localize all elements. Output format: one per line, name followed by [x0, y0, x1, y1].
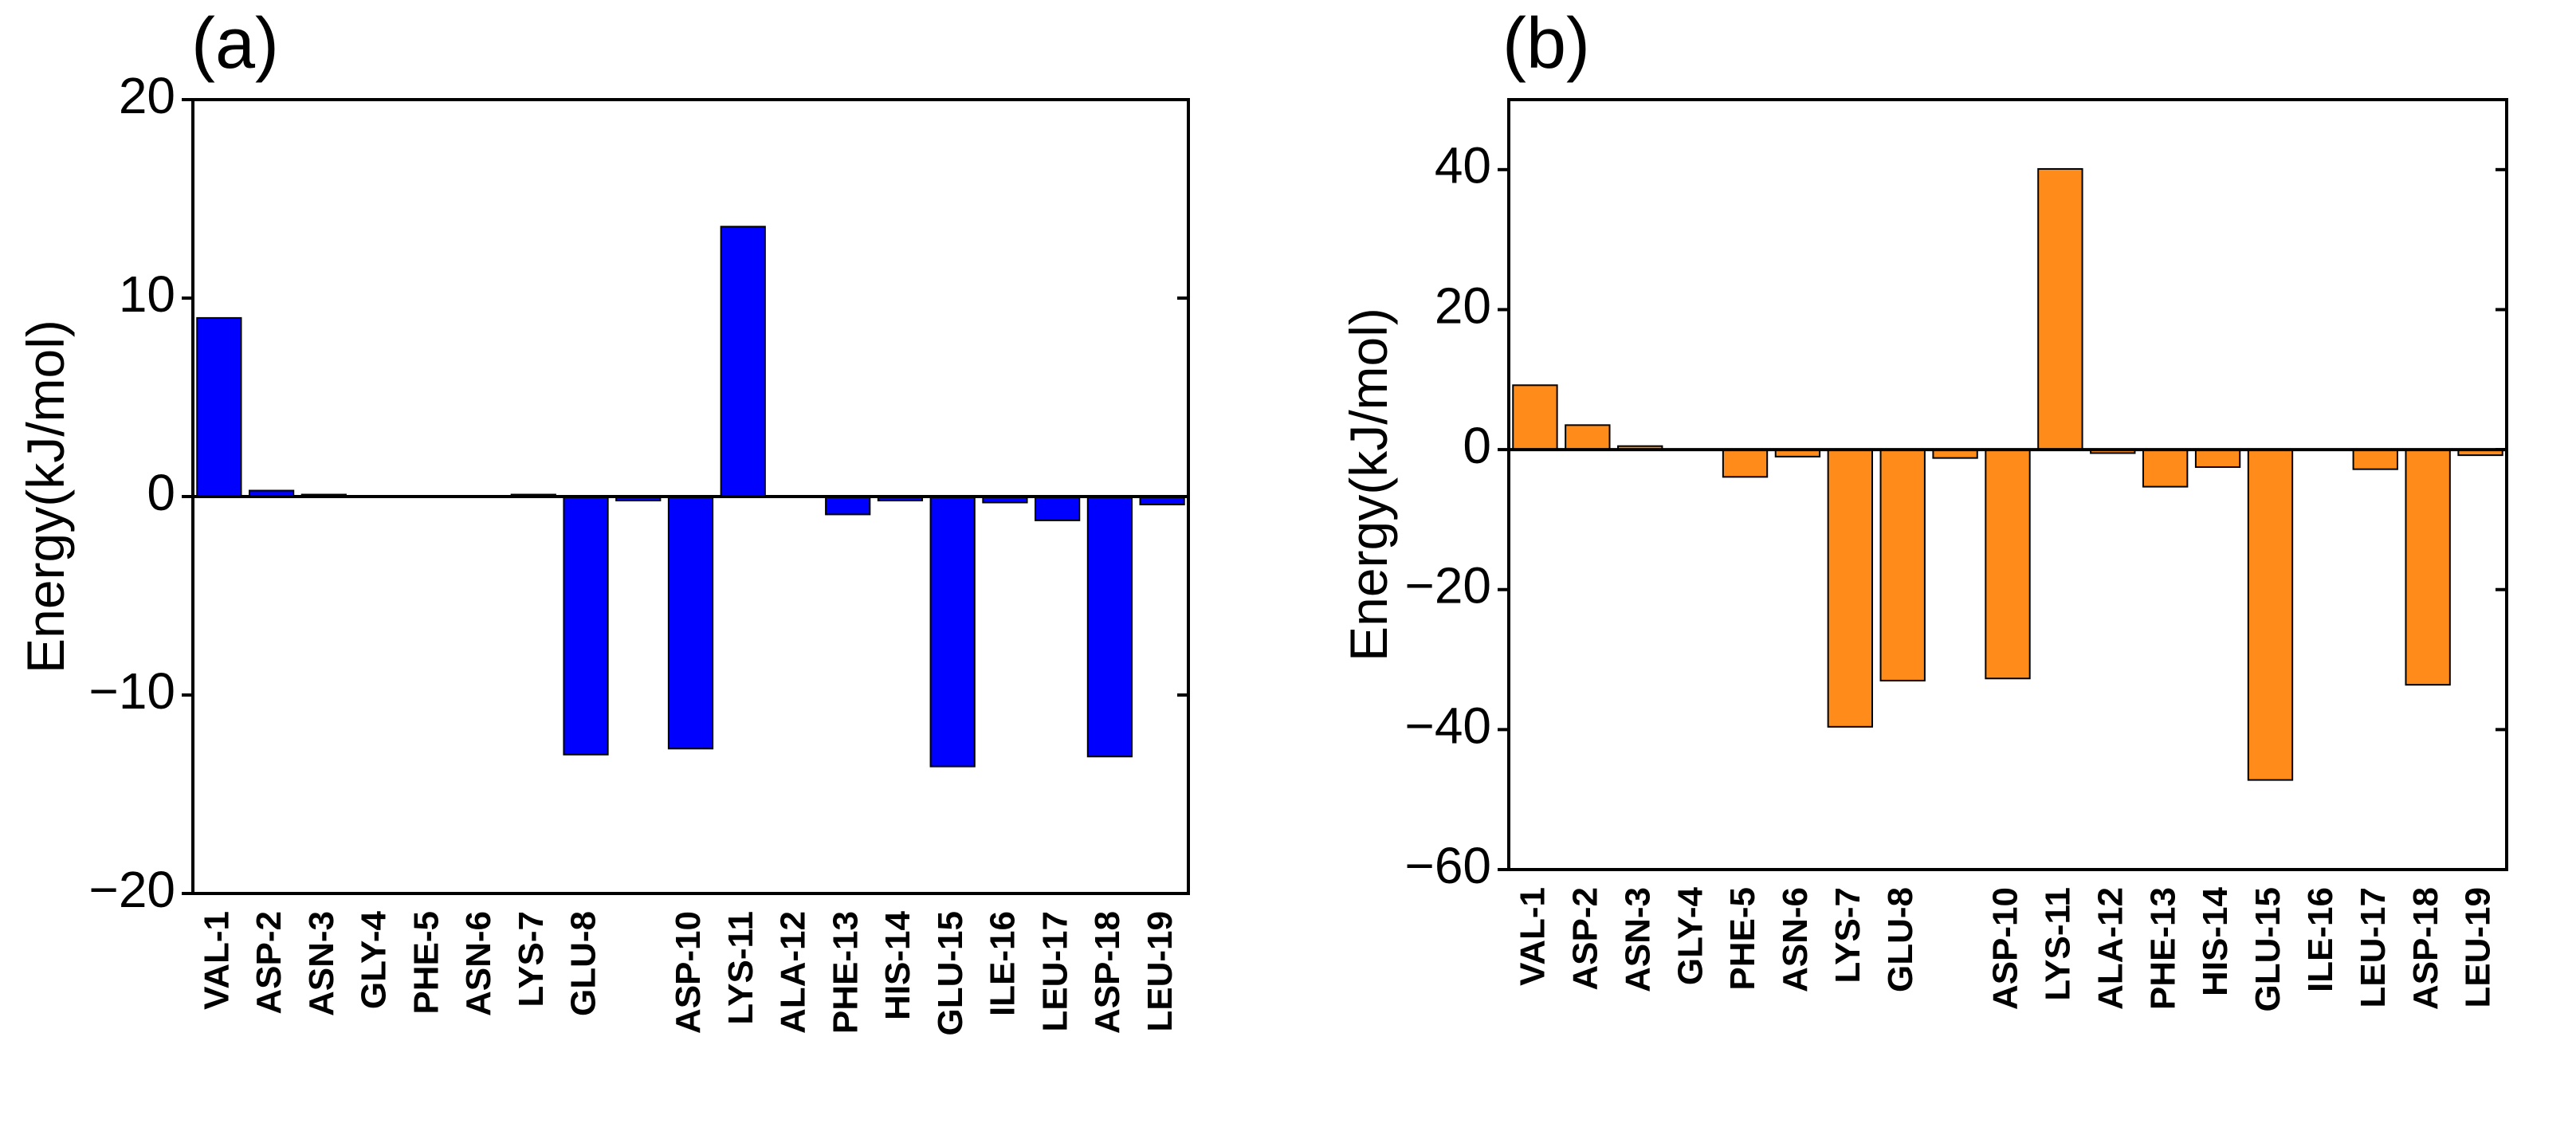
- y-axis-label: Energy(kJ/mol): [1339, 308, 1398, 662]
- bar: [2352, 449, 2398, 470]
- x-tick-label: ALA-12: [774, 911, 813, 1034]
- y-tick-label: −60: [1404, 837, 1491, 894]
- x-tick-label: PHE-5: [406, 911, 446, 1015]
- bar: [1035, 496, 1081, 521]
- plot-frame: [191, 98, 1190, 895]
- bar: [1722, 449, 1769, 478]
- x-tick-label: ASP-2: [249, 911, 289, 1015]
- bar: [196, 316, 242, 497]
- x-tick-label: HIS-14: [2196, 886, 2235, 996]
- x-tick-label: ASN-3: [302, 911, 341, 1016]
- bar: [2037, 167, 2083, 451]
- x-tick-label: GLU-15: [931, 911, 970, 1035]
- bar: [1879, 449, 1926, 681]
- plot-frame: [1507, 98, 2508, 871]
- y-tick-label: 40: [1435, 137, 1491, 194]
- y-tick-label: 0: [1463, 417, 1491, 474]
- y-tick-label: 0: [147, 464, 175, 521]
- panel-title: (b): [1502, 4, 1590, 84]
- x-tick-label: ASN-6: [1776, 887, 1815, 992]
- x-tick-label: VAL-1: [1514, 887, 1553, 986]
- x-tick-label: LEU-17: [1035, 911, 1074, 1032]
- x-tick-label: ALA-12: [2091, 887, 2130, 1010]
- x-tick-label: ASP-18: [2406, 887, 2445, 1010]
- x-tick-label: LYS-11: [2039, 887, 2078, 1001]
- y-tick-label: −20: [88, 861, 175, 918]
- x-tick-label: LEU-19: [2459, 887, 2498, 1008]
- bar: [667, 496, 714, 750]
- bar: [720, 226, 766, 497]
- bar: [1512, 384, 1558, 451]
- x-tick-label: ASP-2: [1565, 887, 1604, 991]
- x-tick-label: LYS-11: [721, 911, 760, 1025]
- x-tick-label: LYS-7: [512, 911, 551, 1007]
- bar: [2405, 449, 2451, 686]
- x-tick-label: GLY-4: [1671, 886, 1710, 985]
- bar: [2247, 449, 2294, 781]
- x-tick-label: ASN-3: [1618, 887, 1657, 992]
- bar: [929, 496, 976, 768]
- x-tick-label: LEU-17: [2354, 887, 2393, 1008]
- bar: [1086, 496, 1133, 758]
- x-tick-label: PHE-13: [2143, 887, 2182, 1010]
- bar: [1827, 449, 1873, 728]
- x-tick-label: VAL-1: [197, 911, 236, 1010]
- y-tick-label: −20: [1404, 557, 1491, 615]
- x-tick-label: PHE-5: [1723, 887, 1762, 991]
- x-tick-label: GLU-8: [1881, 887, 1920, 992]
- x-tick-label: PHE-13: [826, 911, 865, 1034]
- y-axis-label: Energy(kJ/mol): [16, 320, 75, 673]
- x-tick-label: HIS-14: [878, 910, 917, 1019]
- x-tick-label: GLY-4: [355, 910, 394, 1009]
- y-tick-label: −40: [1404, 697, 1491, 754]
- x-tick-label: ASP-10: [669, 911, 708, 1034]
- bar: [1985, 449, 2031, 680]
- x-tick-label: GLU-8: [564, 911, 603, 1016]
- panel-title: (a): [191, 4, 279, 84]
- bar: [2142, 449, 2189, 488]
- x-tick-label: LYS-7: [1828, 887, 1867, 984]
- x-tick-label: ILE-16: [2301, 887, 2340, 992]
- bar: [563, 496, 609, 756]
- x-tick-label: GLU-15: [2248, 887, 2287, 1011]
- y-tick-label: 20: [119, 67, 175, 124]
- x-tick-label: ASP-18: [1088, 911, 1127, 1034]
- y-tick-label: 10: [119, 265, 175, 323]
- x-tick-label: ASP-10: [1986, 887, 2025, 1010]
- y-tick-label: −10: [88, 662, 175, 720]
- bar: [1565, 424, 1611, 451]
- x-tick-label: LEU-19: [1141, 911, 1180, 1032]
- bar: [825, 496, 871, 516]
- y-tick-label: 20: [1435, 277, 1491, 334]
- x-tick-label: ILE-16: [984, 911, 1023, 1016]
- x-tick-label: ASN-6: [459, 911, 498, 1016]
- bar: [2194, 449, 2241, 469]
